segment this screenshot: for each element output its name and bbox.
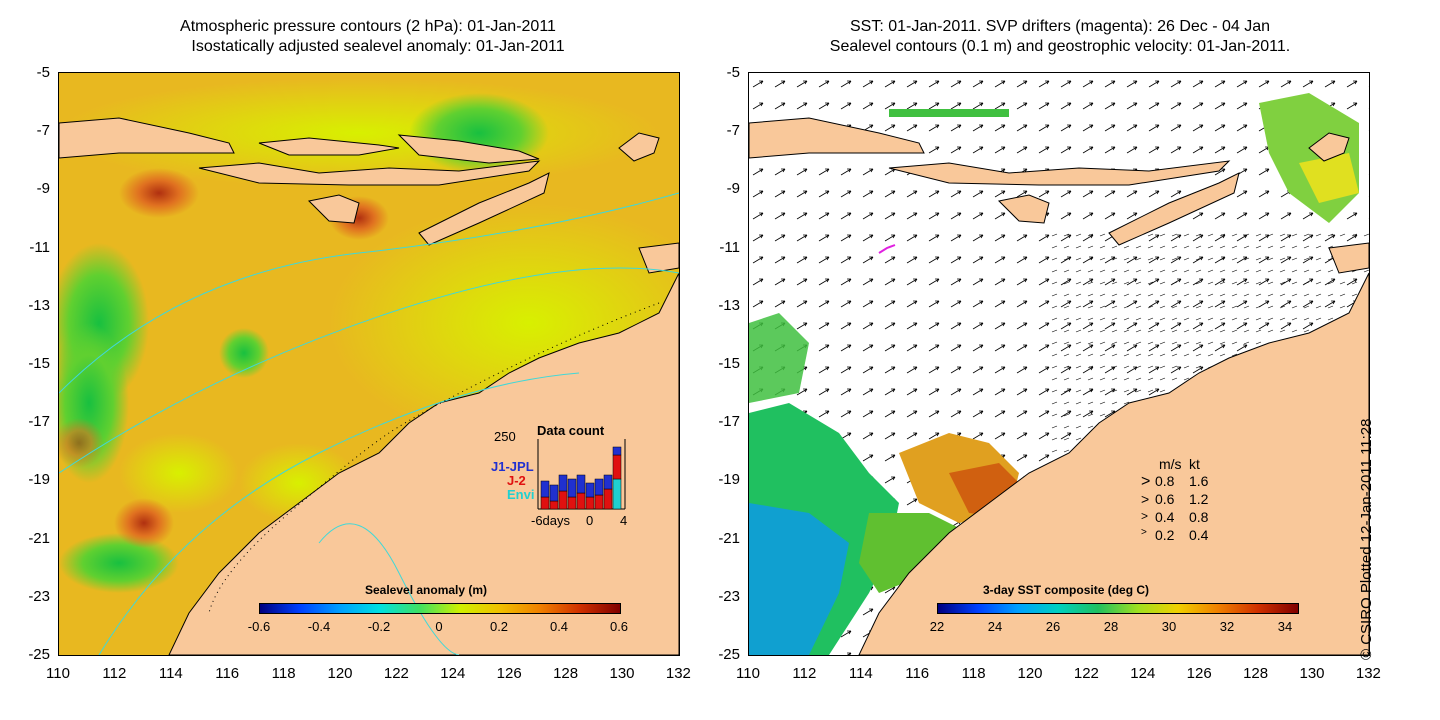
x-tick-label: 128	[1243, 665, 1269, 682]
right-title-line1: SST: 01-Jan-2011. SVP drifters (magenta)…	[849, 18, 1271, 35]
histogram-x-label-zero: 0	[586, 513, 594, 528]
x-tick-label: 114	[848, 665, 873, 682]
y-tick-label: -17	[718, 413, 740, 431]
colorbar-tick-label: -0.4	[307, 619, 331, 634]
sst-velocity-field	[749, 73, 1369, 655]
velocity-legend-arrow-icon: >	[1141, 473, 1151, 490]
y-tick-label: -23	[28, 587, 50, 605]
colorbar-tick-label: 0	[435, 619, 443, 634]
x-tick-label: 130	[1299, 665, 1325, 682]
colorbar-tick-label: 28	[1103, 619, 1119, 634]
x-tick-label: 130	[609, 665, 635, 682]
series-j1-jpl: J1-JPL	[491, 459, 534, 474]
colorbar-tick-label: -0.6	[247, 619, 271, 634]
x-tick-label: 126	[496, 665, 522, 682]
y-tick-label: -19	[28, 471, 50, 489]
left-title-line1: Atmospheric pressure contours (2 hPa): 0…	[180, 18, 556, 35]
y-tick-label: -21	[28, 529, 50, 547]
colorbar-tick-label: 30	[1161, 619, 1177, 634]
x-tick-label: 114	[158, 665, 183, 682]
y-tick-label: -21	[718, 529, 740, 547]
svp-drifter-track	[878, 244, 896, 254]
y-tick-label: -25	[28, 646, 50, 663]
x-tick-label: 112	[792, 665, 817, 682]
colorbar-tick-label: 24	[987, 619, 1003, 634]
x-tick-label: 112	[102, 665, 127, 682]
colorbar-tick-label: 26	[1045, 619, 1061, 634]
velocity-legend-header-kt: kt	[1189, 456, 1200, 472]
y-tick-label: -13	[28, 296, 50, 314]
x-tick-label: 116	[905, 665, 930, 682]
y-tick-label: -5	[36, 64, 50, 81]
left-colorbar	[259, 603, 621, 614]
x-tick-label: 124	[1130, 665, 1156, 682]
x-tick-label: 124	[440, 665, 466, 682]
data-count-ymax: 250	[494, 429, 516, 444]
y-tick-label: -7	[36, 122, 50, 140]
y-tick-label: -17	[28, 413, 50, 431]
colorbar-tick-label: 0.4	[549, 619, 569, 634]
y-tick-label: -19	[718, 471, 740, 489]
x-tick-label: 132	[1355, 665, 1381, 682]
velocity-legend-ms: 0.2	[1155, 527, 1175, 543]
x-tick-label: 120	[1017, 665, 1043, 682]
x-tick-label: 116	[215, 665, 240, 682]
x-tick-label: 122	[383, 665, 409, 682]
right-colorbar	[937, 603, 1299, 614]
right-title-line2: Sealevel contours (0.1 m) and geostrophi…	[829, 38, 1291, 55]
velocity-legend-arrow-icon: >	[1141, 527, 1147, 538]
velocity-legend-kt: 0.8	[1189, 509, 1209, 525]
histogram-x-label-start: -6days	[531, 513, 571, 528]
y-tick-label: -9	[726, 180, 740, 198]
velocity-legend-kt: 1.6	[1189, 473, 1209, 489]
y-tick-label: -9	[36, 180, 50, 198]
velocity-legend-kt: 0.4	[1189, 527, 1209, 543]
right-colorbar-label: 3-day SST composite (deg C)	[983, 583, 1150, 597]
colorbar-tick-label: 32	[1219, 619, 1235, 634]
series-envi: Envi	[507, 487, 535, 502]
y-tick-label: -5	[726, 64, 740, 81]
y-tick-label: -13	[718, 296, 740, 314]
colorbar-tick-label: 22	[929, 619, 945, 634]
x-tick-label: 132	[665, 665, 691, 682]
left-title-line2: Isostatically adjusted sealevel anomaly:…	[191, 38, 565, 55]
x-tick-label: 126	[1186, 665, 1212, 682]
data-count-histogram	[537, 439, 626, 510]
x-tick-label: 110	[736, 665, 760, 682]
y-tick-label: -11	[29, 238, 50, 256]
x-tick-label: 122	[1073, 665, 1099, 682]
right-map-sst-velocity[interactable]: m/s kt >0.8 1.6 >0.6 1.2 >0.4 0.8 >0.2 0.4 3-da…	[748, 72, 1370, 656]
velocity-legend-kt: 1.2	[1189, 491, 1209, 507]
y-tick-label: -23	[718, 587, 740, 605]
y-tick-label: -25	[718, 646, 740, 663]
x-tick-label: 120	[327, 665, 353, 682]
data-count-title: Data count	[537, 423, 605, 438]
colorbar-tick-label: 0.6	[609, 619, 629, 634]
velocity-legend-header-ms: m/s	[1159, 456, 1182, 472]
colorbar-tick-label: 0.2	[489, 619, 509, 634]
y-tick-label: -7	[726, 122, 740, 140]
x-tick-label: 110	[46, 665, 70, 682]
histogram-x-label-end: 4	[620, 513, 628, 528]
series-j-2: J-2	[507, 473, 526, 488]
credit-text: © CSIRO Plotted 12-Jan-2011 11:28	[1358, 418, 1375, 660]
velocity-legend-arrow-icon: >	[1141, 509, 1149, 523]
left-colorbar-label: Sealevel anomaly (m)	[365, 583, 488, 597]
y-tick-label: -15	[28, 355, 50, 372]
velocity-legend-ms: 0.8	[1155, 473, 1175, 489]
colorbar-tick-label: -0.2	[367, 619, 391, 634]
sealevel-anomaly-field	[59, 73, 679, 655]
y-tick-label: -11	[719, 238, 740, 256]
left-map-sealevel-anomaly[interactable]: Data count 250 J1-JPL J-2 Envi -6days 0 …	[58, 72, 680, 656]
x-tick-label: 128	[553, 665, 579, 682]
velocity-legend-ms: 0.6	[1155, 491, 1175, 507]
velocity-legend-ms: 0.4	[1155, 509, 1175, 525]
velocity-legend-arrow-icon: >	[1141, 491, 1150, 507]
x-tick-label: 118	[271, 665, 296, 682]
x-tick-label: 118	[961, 665, 986, 682]
colorbar-tick-label: 34	[1277, 619, 1293, 634]
y-tick-label: -15	[718, 355, 740, 372]
